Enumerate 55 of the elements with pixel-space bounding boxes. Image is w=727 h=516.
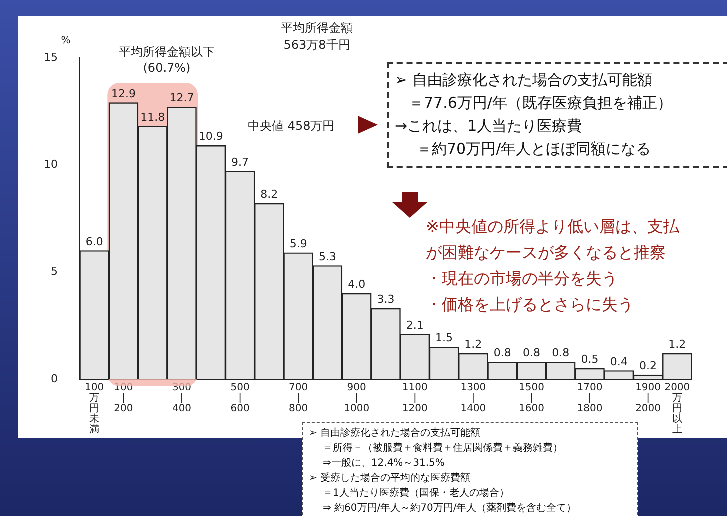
data-label: 9.7 <box>232 156 250 169</box>
data-label: 3.3 <box>377 293 395 306</box>
x-tick-label: 100万円未満 <box>85 382 104 436</box>
y-tick-label: 5 <box>50 265 58 278</box>
data-label: 0.8 <box>494 346 512 360</box>
x-tick-label: 300 | 400 <box>172 382 192 414</box>
annotation: ・価格を上げるとさらに失う <box>426 294 635 316</box>
annotation: ＝約70万円/年人とほぼ同額になる <box>416 139 652 160</box>
annotation: ・現在の市場の半分を失う <box>426 268 619 290</box>
x-tick-label: 500 | 600 <box>230 382 250 414</box>
text: ⇒一般に、12.4%～31.5% <box>322 457 446 471</box>
x-tick-label: 2000万円以上 <box>664 382 690 436</box>
data-label: 2.1 <box>406 318 424 332</box>
x-tick-label: 1900 | 2000 <box>636 382 662 414</box>
y-tick-label: 0 <box>50 372 58 386</box>
data-label: 0.8 <box>522 346 540 360</box>
y-axis-title: % <box>61 36 71 47</box>
text: ⇒ 約60万円/年人～約70万円/年人（薬剤費を含む全て） <box>322 502 578 516</box>
annotation: ※中央値の所得より低い層は、支払 <box>426 216 680 238</box>
annotation: が困難なケースが多くなると推察 <box>426 242 667 264</box>
data-label: 12.9 <box>111 87 136 100</box>
data-label: 12.7 <box>170 92 194 105</box>
text: ＝1人当たり医療費（国保・老人の場合） <box>322 486 510 501</box>
text: ➢ 自由診療化された場合の支払可能額 <box>309 426 482 441</box>
data-label: 8.2 <box>260 188 278 202</box>
data-label: 11.8 <box>140 110 166 124</box>
data-label: 1.5 <box>436 332 454 345</box>
annotation: →これは、1人当たり医療費 <box>395 116 584 137</box>
data-label: 4.0 <box>348 278 366 292</box>
data-label: 1.2 <box>668 338 686 352</box>
annotation: ➢ 自由診療化された場合の支払可能額 <box>395 70 654 91</box>
x-tick-label: 1700 | 1800 <box>577 382 603 414</box>
data-label: 0.5 <box>581 353 599 366</box>
data-label: 5.3 <box>318 250 336 264</box>
data-label: 10.9 <box>198 130 224 144</box>
annotation: ＝77.6万円/年（既存医療負担を補正） <box>408 93 674 114</box>
data-label: 0.8 <box>552 346 570 360</box>
x-tick-label: 1300 | 1400 <box>460 382 486 414</box>
text: ＝所得－（被服費＋食料費＋住居関係費＋義務雑費） <box>322 442 564 456</box>
x-tick-label: 900 | 1000 <box>344 382 370 414</box>
y-tick-label: 10 <box>44 158 58 172</box>
data-label: 5.9 <box>290 237 308 250</box>
x-tick-label: 700 | 800 <box>289 382 308 414</box>
x-tick-label: 1500 | 1600 <box>518 382 544 414</box>
x-tick-label: 1100 | 1200 <box>402 382 428 414</box>
data-label: 0.4 <box>610 355 628 368</box>
data-label: 6.0 <box>86 235 104 248</box>
data-label: 1.2 <box>464 338 482 352</box>
text: 平均所得金額 563万8千円 <box>280 20 354 54</box>
x-tick-label: 100 | 200 <box>114 382 134 414</box>
annotation: 平均所得金額以下 (60.7%) <box>118 44 216 75</box>
data-label: 0.2 <box>640 360 658 373</box>
annotation: 中央値 458万円 <box>248 118 335 135</box>
y-tick-label: 15 <box>44 50 58 64</box>
text: ➢ 受療した場合の平均的な医療費額 <box>309 472 472 486</box>
